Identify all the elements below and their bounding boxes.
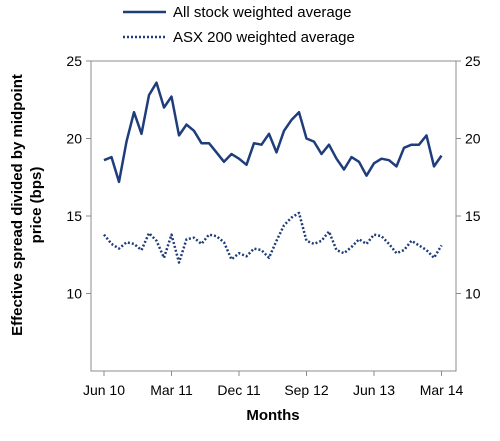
x-tick-label: Jun 13 [353,382,395,398]
x-tick-label: Mar 14 [420,382,464,398]
y-tick-label-right: 10 [465,286,481,302]
series-lines [103,81,443,264]
y-axis-title-line1: Effective spread divided by midpoint [9,74,26,336]
y-tick-label-right: 25 [465,53,481,69]
legend-label-asx200: ASX 200 weighted average [173,29,355,46]
x-tick-label: Mar 11 [150,382,193,398]
legend: All stock weighted average ASX 200 weigh… [123,4,355,46]
y-axis-right: 10 15 20 25 [456,53,481,302]
y-axis-title: Effective spread divided by midpoint pri… [9,74,45,336]
y-axis-title-line2: price (bps) [28,167,45,244]
y-tick-label-left: 25 [66,53,82,69]
y-tick-label-left: 15 [66,208,82,224]
x-axis-title: Months [246,407,299,424]
y-tick-label-left: 10 [66,286,82,302]
y-tick-label-left: 20 [66,131,82,147]
y-tick-label-right: 20 [465,131,481,147]
x-tick-label: Sep 12 [284,382,329,398]
x-axis: Jun 10 Mar 11 Dec 11 Sep 12 Jun 13 Mar 14 [83,371,464,398]
series-line-asx200 [103,211,443,264]
y-tick-label-right: 15 [465,208,481,224]
x-tick-label: Jun 10 [83,382,125,398]
y-axis-left: 10 15 20 25 [66,53,91,302]
legend-label-all-stock: All stock weighted average [173,4,351,21]
x-tick-label: Dec 11 [217,382,261,398]
series-line-all-stock [103,81,443,184]
